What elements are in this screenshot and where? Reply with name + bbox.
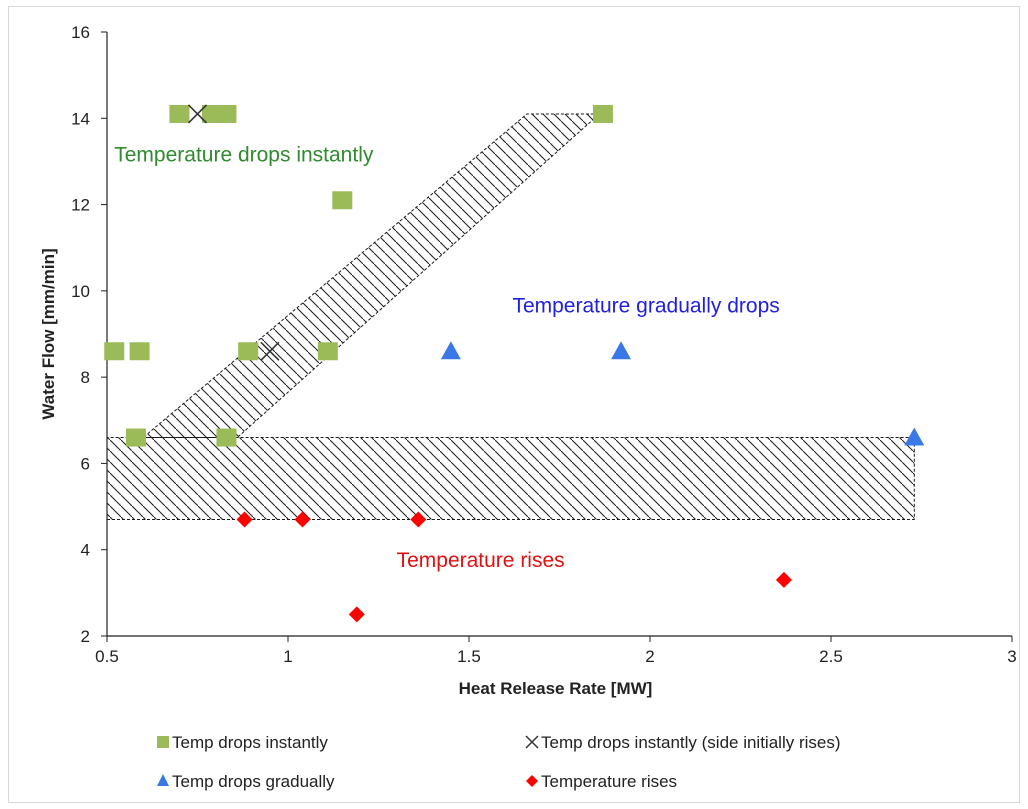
square-point [216,428,237,447]
region-annotation: Temperature gradually drops [512,294,779,317]
square-point [332,191,353,210]
square-point [129,342,150,361]
x-point-stroke [187,104,208,124]
y-tick-label: 6 [81,454,90,473]
diamond-point [294,511,311,528]
chart-frame [8,6,1020,803]
axes: 0.5 1 1.5 2 2.5 3 2 4 6 8 10 12 14 16 Heat Release Rat… [39,23,1017,698]
lower-band-region [106,437,915,520]
x-tick-label: 2.5 [819,647,843,666]
square-point [104,342,125,361]
legend-triangle-icon [157,774,169,786]
legend-item: Temp drops gradually [157,772,335,791]
legend-label: Temp drops instantly (side initially ris… [541,733,841,752]
y-tick-label: 10 [71,282,90,301]
square-point [238,342,259,361]
square-point [125,428,146,447]
legend-diamond-icon [526,775,538,787]
square-point [169,104,190,123]
diamond-point [348,606,365,623]
region-annotation: Temperature drops instantly [114,143,374,166]
region-annotation: Temperature rises [397,549,565,572]
square-point [216,104,237,123]
legend-item: Temperature rises [526,772,677,791]
y-axis-title: Water Flow [mm/min] [39,248,58,419]
y-tick-label: 4 [81,541,90,560]
y-tick-label: 2 [81,627,90,646]
legend-label: Temperature rises [541,772,677,791]
y-tick-label: 12 [71,196,90,215]
x-point-stroke [260,341,280,361]
legend-item: Temp drops instantly [157,733,328,752]
x-tick-label: 1 [283,647,292,666]
x-tick-label: 2 [645,647,654,666]
legend-square-icon [157,736,169,748]
legend-x-icon [525,735,539,749]
legend-label: Temp drops instantly [172,733,328,752]
square-point [592,104,613,123]
diamond-point [236,511,253,528]
diamond-point [775,571,792,588]
triangle-point [904,427,925,446]
square-point [317,342,338,361]
legend: Temp drops instantly Temp drops instantly… [157,733,841,791]
x-tick-label: 3 [1007,647,1016,666]
y-tick-label: 16 [71,23,90,42]
y-tick-label: 14 [71,109,90,128]
triangle-point [440,341,461,360]
hatched-regions [106,113,915,520]
legend-label: Temp drops gradually [172,772,335,791]
y-tick-label: 8 [81,368,90,387]
x-point [260,341,280,361]
x-tick-label: 0.5 [95,647,119,666]
x-point [187,104,208,124]
legend-item: Temp drops instantly (side initially ris… [525,733,841,752]
diamond-point [410,511,427,528]
data-markers [104,104,925,623]
x-axis-title: Heat Release Rate [MW] [459,679,653,698]
annotations: Temperature drops instantly Temperature g… [114,143,780,572]
x-tick-label: 1.5 [457,647,481,666]
triangle-point [611,341,632,360]
